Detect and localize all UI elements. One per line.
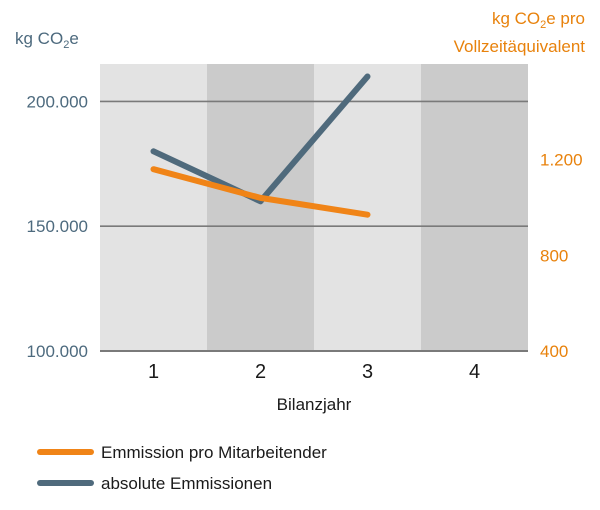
series-lines	[150, 73, 371, 218]
x-tick-label: 1	[148, 361, 159, 383]
x-tick-label: 4	[469, 361, 480, 383]
x-tick-label: 2	[255, 361, 266, 383]
series-line-absolute-emissions	[150, 73, 371, 205]
left-tick-label: 100.000	[27, 342, 88, 361]
series-line-per-employee	[150, 166, 371, 218]
right-axis-title-main: kg CO	[492, 9, 540, 28]
right-axis-title-sub: 2	[540, 19, 546, 31]
right-tick-label: 1.200	[540, 151, 583, 170]
left-axis-title-main: kg CO	[15, 29, 63, 48]
x-axis-ticks: 1 2 3 4	[148, 361, 480, 383]
right-axis-ticks: 400 800 1.200	[540, 151, 583, 361]
left-tick-label: 200.000	[27, 92, 88, 111]
right-tick-label: 800	[540, 246, 568, 265]
right-axis-title-tail: e pro	[546, 9, 585, 28]
category-band-2	[207, 64, 314, 351]
category-band-4	[421, 64, 528, 351]
x-axis-title: Bilanzjahr	[277, 395, 352, 414]
right-axis-title-line1: kg CO2e pro	[492, 9, 585, 31]
legend: Emmission pro Mitarbeitender absolute Emm…	[37, 443, 327, 493]
left-axis-ticks: 100.000 150.000 200.000	[27, 92, 88, 361]
left-axis-title-tail: e	[69, 29, 78, 48]
left-axis-title: kg CO2e	[15, 29, 79, 51]
x-tick-label: 3	[362, 361, 373, 383]
legend-label: absolute Emmissionen	[101, 474, 272, 493]
category-band-1	[100, 64, 207, 351]
gridlines	[100, 100, 528, 352]
category-bands	[100, 64, 528, 351]
left-axis-title-sub: 2	[63, 39, 69, 51]
legend-label: Emmission pro Mitarbeitender	[101, 443, 327, 462]
left-tick-label: 150.000	[27, 217, 88, 236]
right-tick-label: 400	[540, 342, 568, 361]
right-axis-title-line2: Vollzeitäquivalent	[454, 37, 586, 56]
